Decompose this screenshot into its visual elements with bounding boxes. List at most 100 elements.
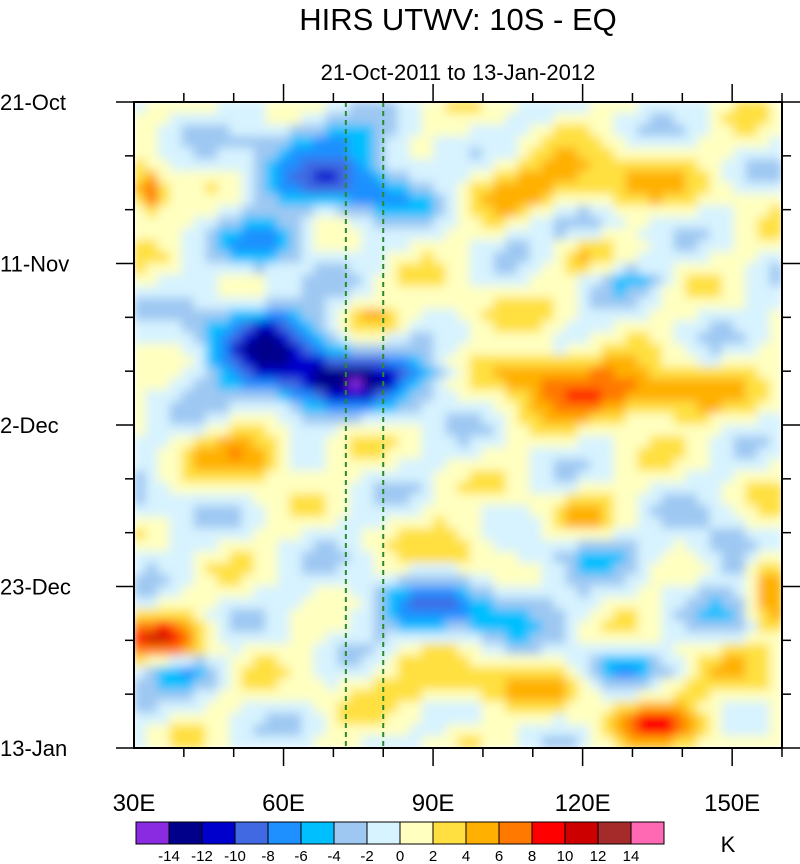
field-cell (217, 678, 231, 691)
field-cell (193, 147, 207, 161)
field-cell (361, 643, 375, 657)
field-cell (709, 297, 723, 311)
field-cell (649, 528, 663, 541)
field-cell (565, 274, 579, 288)
field-cell (733, 147, 747, 161)
field-cell (745, 689, 759, 703)
field-cell (181, 355, 195, 368)
field-cell (541, 136, 555, 149)
field-cell (505, 436, 519, 449)
field-cell (457, 193, 471, 207)
field-cell (565, 562, 579, 576)
field-cell (673, 436, 687, 449)
field-cell (685, 170, 699, 184)
field-cell (397, 712, 411, 726)
field-cell (169, 228, 183, 241)
field-cell (745, 366, 759, 380)
field-cell (625, 539, 639, 553)
field-cell (517, 620, 531, 634)
field-cell (193, 689, 207, 703)
field-cell (769, 205, 782, 218)
field-cell (385, 643, 399, 657)
field-cell (457, 528, 471, 541)
field-cell (673, 643, 687, 657)
field-cell (169, 724, 183, 737)
field-cell (757, 286, 771, 299)
field-cell (661, 412, 675, 426)
field-cell (433, 516, 447, 530)
field-cell (337, 574, 351, 587)
field-cell (577, 412, 591, 426)
field-cell (445, 574, 459, 587)
field-cell (313, 655, 327, 668)
field-cell (481, 436, 495, 449)
field-cell (361, 274, 375, 288)
field-cell (433, 505, 447, 518)
field-cell (661, 574, 675, 587)
field-cell (721, 574, 735, 587)
field-cell (253, 412, 267, 426)
field-cell (661, 666, 675, 680)
field-cell (589, 389, 603, 403)
field-cell (553, 574, 567, 587)
field-cell (397, 551, 411, 564)
field-cell (529, 505, 543, 518)
field-cell (625, 412, 639, 426)
field-cell (134, 124, 147, 138)
field-cell (373, 609, 387, 622)
field-cell (253, 124, 267, 138)
field-cell (445, 516, 459, 530)
field-cell (241, 459, 255, 472)
field-cell (193, 286, 207, 299)
field-cell (517, 102, 531, 115)
field-cell (241, 482, 255, 495)
field-cell (709, 655, 723, 668)
field-cell (589, 378, 603, 391)
field-cell (697, 436, 711, 449)
field-cell (289, 182, 303, 195)
field-cell (397, 274, 411, 288)
field-cell (445, 159, 459, 172)
field-cell (709, 459, 723, 472)
field-cell (349, 170, 363, 184)
field-cell (397, 505, 411, 518)
field-cell (577, 113, 591, 126)
field-cell (169, 632, 183, 645)
field-cell (745, 251, 759, 264)
field-cell (169, 436, 183, 449)
field-cell (181, 366, 195, 380)
field-cell (541, 286, 555, 299)
field-cell (241, 182, 255, 195)
field-cell (565, 655, 579, 668)
field-cell (217, 228, 231, 241)
field-cell (637, 389, 651, 403)
field-cell (697, 102, 711, 115)
field-cell (325, 447, 339, 461)
field-cell (697, 263, 711, 276)
field-cell (361, 632, 375, 645)
field-cell (493, 516, 507, 530)
field-cell (397, 147, 411, 161)
field-cell (553, 459, 567, 472)
field-cell (721, 655, 735, 668)
field-cell (157, 170, 171, 184)
field-cell (265, 159, 279, 172)
field-cell (637, 724, 651, 737)
field-cell (685, 632, 699, 645)
field-cell (205, 332, 219, 345)
field-cell (553, 701, 567, 714)
field-cell (289, 689, 303, 703)
field-cell (421, 482, 435, 495)
field-cell (733, 505, 747, 518)
field-cell (757, 239, 771, 253)
field-cell (157, 632, 171, 645)
field-cell (241, 263, 255, 276)
field-cell (253, 102, 267, 115)
field-cell (529, 170, 543, 184)
field-cell (265, 586, 279, 599)
field-cell (397, 193, 411, 207)
field-cell (601, 102, 615, 115)
field-cell (481, 609, 495, 622)
field-cell (589, 620, 603, 634)
field-cell (589, 586, 603, 599)
